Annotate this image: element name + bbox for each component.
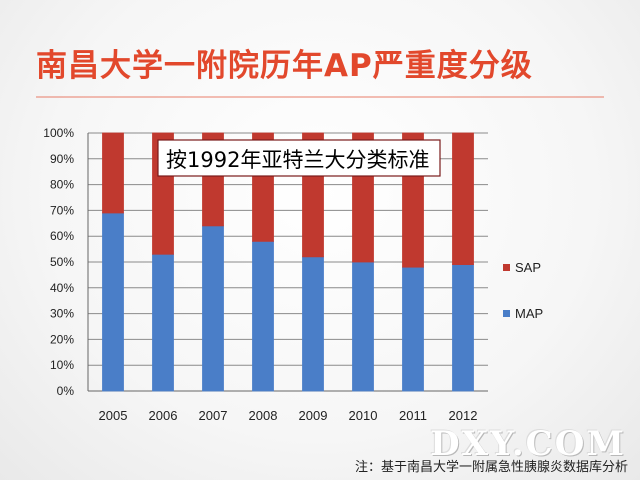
bar-outline: [302, 132, 324, 258]
x-tick-label: 2006: [149, 408, 178, 423]
y-tick-label: 90%: [50, 152, 74, 166]
footnote: 注：基于南昌大学一附属急性胰腺炎数据库分析: [354, 460, 628, 475]
y-tick-label: 20%: [50, 332, 74, 346]
bar-map-2010: [352, 262, 374, 391]
bar-outline: [452, 132, 474, 265]
bar-map-2007: [202, 225, 224, 391]
bar-outline: [402, 132, 424, 268]
x-tick-label: 2009: [299, 408, 328, 423]
bar-map-2009: [302, 256, 324, 391]
y-tick-label: 80%: [50, 178, 74, 192]
bar-map-2006: [152, 254, 174, 391]
x-tick-label: 2011: [399, 408, 427, 423]
bar-outline: [102, 132, 124, 214]
x-tick-label: 2005: [99, 408, 128, 423]
bar-outline: [252, 132, 274, 242]
bar-map-2008: [252, 241, 274, 391]
bar-map-2012: [452, 264, 474, 391]
legend-swatch-map: [503, 310, 510, 317]
annotation-text: 按1992年亚特兰大分类标准: [166, 148, 429, 172]
x-tick-label: 2008: [249, 408, 278, 423]
bar-map-2005: [102, 212, 124, 391]
y-tick-label: 0%: [57, 384, 75, 398]
legend-label-map: MAP: [515, 306, 543, 321]
bar-outline: [152, 132, 174, 255]
y-tick-label: 100%: [43, 126, 74, 140]
annotation-box: [157, 139, 441, 177]
legend-swatch-sap: [503, 264, 510, 271]
x-tick-label: 2007: [199, 408, 228, 423]
bar-map-2011: [402, 267, 424, 391]
slide-title: 南昌大学一附院历年AP严重度分级: [36, 48, 533, 84]
bar-outline: [202, 132, 224, 227]
x-tick-label: 2012: [449, 408, 478, 423]
title-divider: [36, 96, 604, 98]
y-tick-label: 10%: [50, 358, 74, 372]
y-tick-label: 30%: [50, 307, 74, 321]
y-tick-label: 60%: [50, 229, 74, 243]
bar-sap-2012: [452, 133, 474, 265]
legend-label-sap: SAP: [515, 260, 541, 275]
y-tick-label: 50%: [50, 255, 74, 269]
x-tick-label: 2010: [349, 408, 378, 423]
bar-sap-2005: [102, 133, 124, 213]
y-tick-label: 40%: [50, 281, 74, 295]
y-tick-label: 70%: [50, 203, 74, 217]
bar-outline: [352, 132, 374, 263]
watermark: DXY.COM: [430, 424, 626, 464]
